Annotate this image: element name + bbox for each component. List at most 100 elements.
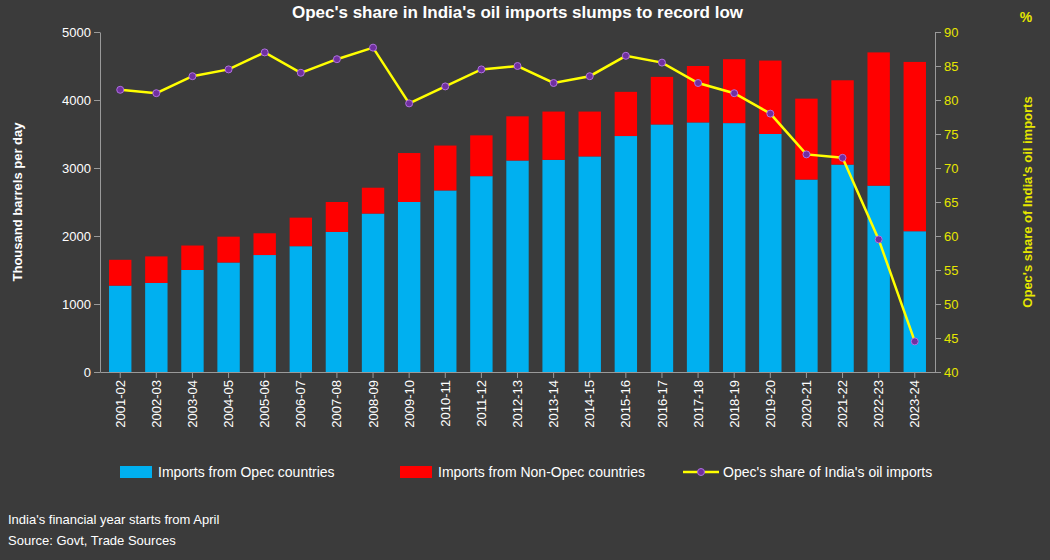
tick: 2005-06 bbox=[257, 372, 272, 428]
tick: 55 bbox=[935, 263, 958, 278]
bar bbox=[759, 134, 781, 372]
tick-mark bbox=[553, 372, 554, 378]
tick-mark bbox=[935, 100, 941, 101]
tick: 2010-11 bbox=[438, 372, 453, 427]
tick-mark bbox=[120, 372, 121, 378]
bar bbox=[651, 124, 673, 372]
bar bbox=[795, 180, 817, 372]
tick-label: 80 bbox=[944, 93, 958, 108]
tick-mark bbox=[589, 372, 590, 378]
tick-label: 2022-23 bbox=[871, 380, 886, 428]
background bbox=[0, 0, 1050, 560]
tick-label: 2000 bbox=[62, 229, 91, 244]
tick: 2022-23 bbox=[871, 372, 886, 428]
bar bbox=[398, 202, 420, 372]
marker bbox=[297, 69, 304, 76]
bar bbox=[217, 237, 239, 263]
tick-label: 1000 bbox=[62, 297, 91, 312]
tick: 90 bbox=[935, 25, 958, 40]
tick-mark bbox=[373, 372, 374, 378]
bar bbox=[506, 161, 528, 372]
tick-label: 2017-18 bbox=[691, 380, 706, 428]
tick-label: 5000 bbox=[62, 25, 91, 40]
tick: 2006-07 bbox=[293, 372, 308, 428]
x-axis: 2001-022002-032003-042004-052005-062006-… bbox=[101, 372, 936, 428]
legend-label: Imports from Non-Opec countries bbox=[438, 464, 645, 480]
tick-label: 2001-02 bbox=[113, 380, 128, 428]
tick: 50 bbox=[935, 297, 958, 312]
tick-mark bbox=[300, 372, 301, 378]
bar bbox=[506, 116, 528, 160]
bar bbox=[723, 123, 745, 372]
tick: 0 bbox=[84, 365, 100, 380]
tick-label: 2002-03 bbox=[149, 380, 164, 428]
bar bbox=[109, 260, 131, 286]
tick-mark bbox=[935, 270, 941, 271]
tick-label: 2019-20 bbox=[763, 380, 778, 428]
bar bbox=[687, 122, 709, 372]
tick: 2013-14 bbox=[546, 372, 561, 428]
tick-mark bbox=[481, 372, 482, 378]
tick: 2021-22 bbox=[835, 372, 850, 428]
y-axis-title: Thousand barrels per day bbox=[10, 122, 25, 282]
tick-mark bbox=[806, 372, 807, 378]
tick-mark bbox=[935, 32, 941, 33]
tick: 4000 bbox=[62, 93, 100, 108]
bar bbox=[542, 160, 564, 372]
bar bbox=[181, 246, 203, 270]
marker bbox=[514, 63, 521, 70]
tick-label: 2016-17 bbox=[655, 380, 670, 428]
legend: Imports from Opec countriesImports from … bbox=[120, 464, 932, 480]
tick-label: 60 bbox=[944, 229, 958, 244]
tick-label: 65 bbox=[944, 195, 958, 210]
tick-label: 4000 bbox=[62, 93, 91, 108]
tick: 80 bbox=[935, 93, 958, 108]
tick: 2016-17 bbox=[655, 372, 670, 428]
bar bbox=[253, 255, 275, 372]
tick-mark bbox=[935, 236, 941, 237]
tick-label: 2005-06 bbox=[257, 380, 272, 428]
tick-mark bbox=[878, 372, 879, 378]
bar bbox=[109, 286, 131, 372]
tick: 2003-04 bbox=[185, 372, 200, 428]
marker bbox=[803, 151, 810, 158]
tick-label: 85 bbox=[944, 59, 958, 74]
tick-label: 2008-09 bbox=[366, 380, 381, 428]
tick-label: 2013-14 bbox=[546, 380, 561, 428]
tick-label: 2012-13 bbox=[510, 380, 525, 428]
bar bbox=[145, 283, 167, 372]
tick-label: 45 bbox=[944, 331, 958, 346]
tick: 2000 bbox=[62, 229, 100, 244]
marker bbox=[658, 59, 665, 66]
bar bbox=[831, 165, 853, 372]
tick: 40 bbox=[935, 365, 958, 380]
tick: 2019-20 bbox=[763, 372, 778, 428]
tick-mark bbox=[935, 202, 941, 203]
marker bbox=[442, 83, 449, 90]
marker bbox=[731, 90, 738, 97]
tick-mark bbox=[698, 372, 699, 378]
tick-mark bbox=[935, 338, 941, 339]
y2-axis: 4045505560657075808590 bbox=[935, 25, 958, 380]
bar bbox=[181, 270, 203, 372]
tick-label: 2006-07 bbox=[293, 380, 308, 428]
marker bbox=[370, 44, 377, 51]
tick-mark bbox=[935, 304, 941, 305]
tick: 45 bbox=[935, 331, 958, 346]
tick: 85 bbox=[935, 59, 958, 74]
marker bbox=[695, 80, 702, 87]
marker bbox=[117, 86, 124, 93]
tick: 2017-18 bbox=[691, 372, 706, 428]
tick-label: 70 bbox=[944, 161, 958, 176]
bar bbox=[326, 232, 348, 372]
legend-item: Opec's share of India's oil imports bbox=[683, 464, 932, 480]
marker bbox=[406, 100, 413, 107]
marker bbox=[333, 56, 340, 63]
tick: 65 bbox=[935, 195, 958, 210]
plot-area bbox=[109, 44, 926, 372]
tick: 2018-19 bbox=[727, 372, 742, 428]
note: India's financial year starts from April bbox=[8, 512, 219, 527]
tick-mark bbox=[192, 372, 193, 378]
tick: 2001-02 bbox=[113, 372, 128, 428]
tick-mark bbox=[94, 304, 100, 305]
